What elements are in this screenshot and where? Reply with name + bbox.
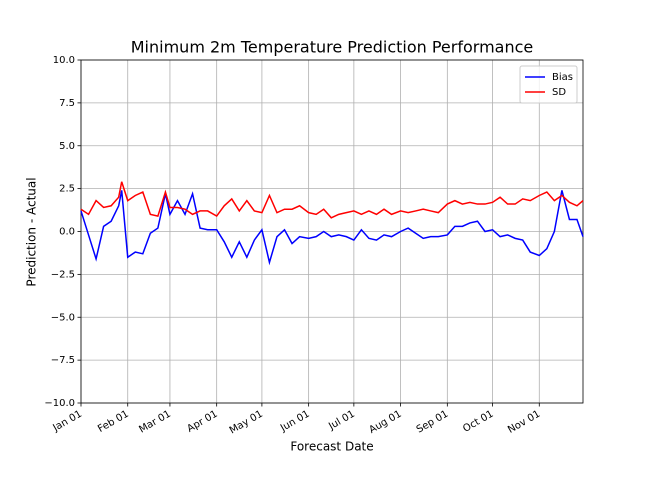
y-tick-label: 0.0 xyxy=(59,227,75,238)
plot-frame xyxy=(80,59,584,404)
y-tick-label: −2.5 xyxy=(51,269,75,280)
x-tick-label: Oct 01 xyxy=(461,409,495,435)
x-tick-label: Sep 01 xyxy=(415,409,451,436)
x-tick-label: Jul 01 xyxy=(326,409,357,433)
legend-label: Bias xyxy=(552,72,573,83)
y-tick-label: 5.0 xyxy=(59,141,75,152)
chart-title: Minimum 2m Temperature Prediction Perfor… xyxy=(131,38,533,57)
data-line xyxy=(80,190,584,266)
x-tick-label: Jun 01 xyxy=(278,409,312,435)
y-axis-label: Prediction - Actual xyxy=(25,177,39,286)
y-tick-label: 10.0 xyxy=(53,55,75,66)
x-tick-label: May 01 xyxy=(228,409,265,437)
y-tick-label: −7.5 xyxy=(51,355,75,366)
x-tick-label: Aug 01 xyxy=(367,409,403,436)
y-tick-label: −10.0 xyxy=(44,398,75,409)
y-tick-label: −5.0 xyxy=(51,312,75,323)
y-tick-label: 2.5 xyxy=(59,184,75,195)
x-axis-label: Forecast Date xyxy=(290,440,373,454)
data-line xyxy=(80,181,584,219)
y-tick-label: 7.5 xyxy=(59,98,75,109)
legend-label: SD xyxy=(552,87,566,98)
legend-box xyxy=(519,65,578,104)
x-tick-label: Jan 01 xyxy=(51,409,84,435)
x-tick-label: Feb 01 xyxy=(96,409,131,435)
x-tick-label: Apr 01 xyxy=(185,409,219,435)
x-tick-label: Nov 01 xyxy=(506,409,542,436)
x-tick-label: Mar 01 xyxy=(137,409,173,436)
